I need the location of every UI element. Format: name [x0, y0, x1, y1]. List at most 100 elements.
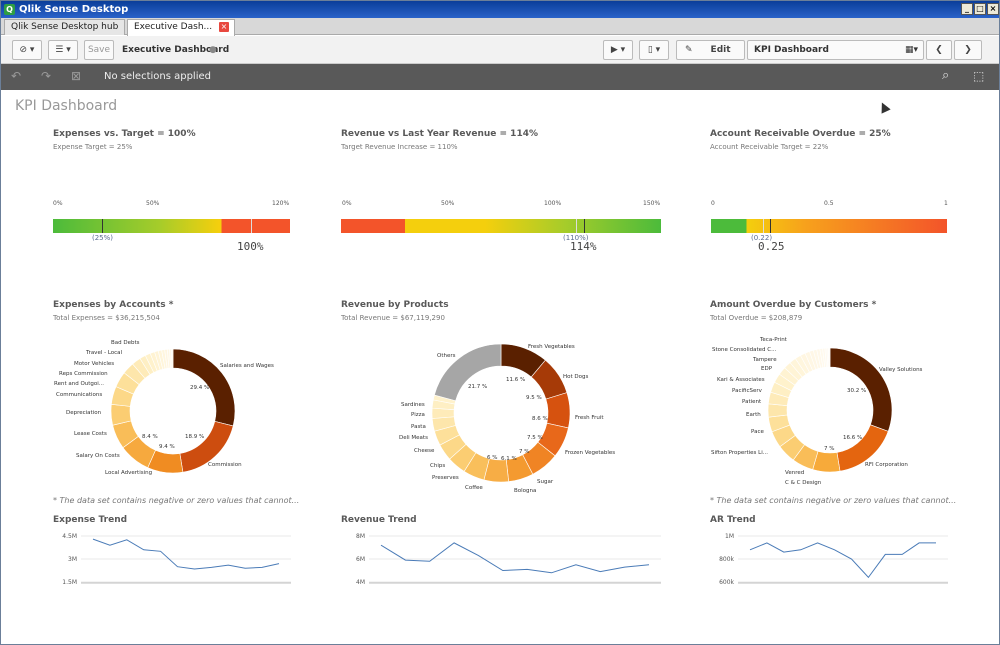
- slice-label: Commission: [208, 462, 242, 468]
- line-chart[interactable]: 8M 6M 4M: [341, 530, 663, 590]
- selections-status: No selections applied: [104, 71, 211, 82]
- navigation-menu-button[interactable]: ⊘ ▾: [12, 40, 42, 60]
- story-button[interactable]: ▶ ▾: [603, 40, 633, 60]
- pct-label: 16.6 %: [843, 435, 863, 441]
- slice-label: RFI Corporation: [865, 462, 908, 468]
- slice-label: Frozen Vegetables: [565, 450, 616, 456]
- target-label: (110%): [563, 234, 589, 242]
- sheet-grid-icon: ▦▾: [904, 45, 918, 55]
- chart-title: Expenses by Accounts *: [53, 300, 174, 310]
- chevron-right-icon: ❯: [964, 45, 972, 55]
- pencil-icon: ✎: [685, 45, 693, 55]
- donut-slice[interactable]: [171, 348, 174, 369]
- slice-label: Venred: [785, 470, 805, 476]
- target-marker: [763, 219, 764, 233]
- pct-label: 9.4 %: [159, 444, 175, 450]
- clear-selections-icon[interactable]: ⊠: [71, 69, 82, 83]
- previous-sheet-button[interactable]: ❮: [926, 40, 952, 60]
- target-marker: [576, 219, 577, 233]
- slice-label: C & C Design: [785, 480, 822, 486]
- slice-label: Travel - Local: [86, 350, 123, 356]
- slice-label: Deli Meats: [399, 435, 428, 441]
- slice-label: Rent and Outgoi...: [54, 381, 105, 387]
- slice-label: Stone Consolidated C...: [712, 347, 777, 353]
- chart-title: Expense Trend: [53, 515, 128, 525]
- pct-label: 7.5 %: [527, 435, 543, 441]
- window-title: Qlik Sense Desktop: [19, 4, 129, 15]
- edit-button[interactable]: ✎ Edit: [676, 40, 745, 60]
- line-chart[interactable]: 1M 800k 600k: [710, 530, 950, 590]
- scale-tick: 1: [944, 200, 948, 207]
- slice-label: Earth: [746, 412, 761, 418]
- maximize-button[interactable]: □: [974, 3, 986, 15]
- data-note: * The data set contains negative or zero…: [710, 496, 957, 505]
- pct-label: 8.6 %: [532, 416, 548, 422]
- slice-label: Tampere: [753, 357, 777, 363]
- slice-label: EDP: [761, 366, 773, 372]
- y-tick-label: 1M: [725, 533, 734, 540]
- donut-slice[interactable]: [828, 347, 831, 368]
- donut-slice[interactable]: [434, 343, 502, 402]
- slice-label: Valley Solutions: [879, 367, 923, 373]
- pct-label: 18.9 %: [185, 434, 205, 440]
- close-window-button[interactable]: ×: [987, 3, 999, 15]
- sheet-selector[interactable]: KPI Dashboard ▦▾: [747, 40, 924, 60]
- bookmark-icon: ▯ ▾: [647, 45, 661, 55]
- value-marker: [251, 219, 252, 233]
- donut-slice[interactable]: [767, 403, 788, 418]
- y-tick-label: 6M: [356, 556, 365, 563]
- slice-label: Bad Debts: [111, 340, 140, 346]
- step-forward-icon[interactable]: ↷: [41, 69, 52, 83]
- tab-hub-label: Qlik Sense Desktop hub: [11, 22, 119, 32]
- trend-line[interactable]: [92, 538, 280, 570]
- next-sheet-button[interactable]: ❯: [954, 40, 982, 60]
- target-marker: [102, 219, 103, 233]
- slice-label: Others: [437, 353, 456, 359]
- kpi-title: Expenses vs. Target = 100%: [53, 129, 196, 139]
- chart-title: AR Trend: [710, 515, 756, 525]
- pct-label: 21.7 %: [468, 384, 488, 390]
- scale-tick: 150%: [643, 200, 661, 207]
- slice-label: Local Advertising: [105, 470, 153, 476]
- close-tab-icon[interactable]: ×: [219, 22, 229, 32]
- bookmark-button[interactable]: ▯ ▾: [639, 40, 669, 60]
- selection-tool-icon[interactable]: ⬚: [973, 69, 985, 83]
- app-name: Executive Dashboard: [122, 45, 230, 55]
- trend-line[interactable]: [380, 542, 650, 574]
- trend-line[interactable]: [749, 542, 936, 579]
- donut-chart[interactable]: [1, 90, 1000, 510]
- value-marker: [770, 219, 771, 233]
- scale-tick: 0: [711, 200, 715, 207]
- global-menu-button[interactable]: ☰ ▾: [48, 40, 78, 60]
- line-chart[interactable]: 4.5M 3M 1.5M: [53, 530, 293, 590]
- kpi-subtitle: Expense Target = 25%: [53, 143, 133, 151]
- slice-label: Cheese: [414, 448, 435, 454]
- target-label: (0.22): [751, 234, 773, 242]
- selections-bar: ↶ ↷ ⊠ No selections applied ⌕ ⬚: [1, 64, 999, 90]
- scale-tick: 120%: [272, 200, 290, 207]
- sheet-content: KPI Dashboard Expenses vs. Target = 100%…: [1, 90, 999, 644]
- scale-tick: 0%: [53, 200, 63, 207]
- slice-label: Sugar: [537, 479, 554, 485]
- slice-label: Preserves: [432, 475, 459, 481]
- tab-hub[interactable]: Qlik Sense Desktop hub: [4, 19, 125, 35]
- slice-label: Lease Costs: [74, 431, 107, 437]
- kpi-title: Account Receivable Overdue = 25%: [710, 129, 891, 139]
- step-back-icon[interactable]: ↶: [11, 69, 22, 83]
- donut-chart[interactable]: [1, 90, 701, 510]
- slice-label: Sardines: [401, 402, 425, 408]
- gauge-bar: [341, 219, 661, 233]
- donut-chart[interactable]: [1, 90, 351, 510]
- minimize-button[interactable]: _: [961, 3, 973, 15]
- slice-label: Communications: [56, 392, 103, 398]
- slice-label: Pace: [751, 429, 764, 435]
- search-icon[interactable]: ⌕: [942, 68, 950, 83]
- slice-label: Teca-Print: [760, 337, 787, 343]
- save-button[interactable]: Save: [84, 40, 114, 60]
- qlik-logo-icon: Q: [4, 4, 15, 15]
- y-tick-label: 3M: [68, 556, 77, 563]
- slice-label: Salary On Costs: [76, 453, 120, 459]
- compass-icon: ⊘ ▾: [19, 45, 35, 55]
- tab-executive-dashboard[interactable]: Executive Dash... ×: [127, 19, 235, 36]
- y-tick-label: 4.5M: [62, 533, 77, 540]
